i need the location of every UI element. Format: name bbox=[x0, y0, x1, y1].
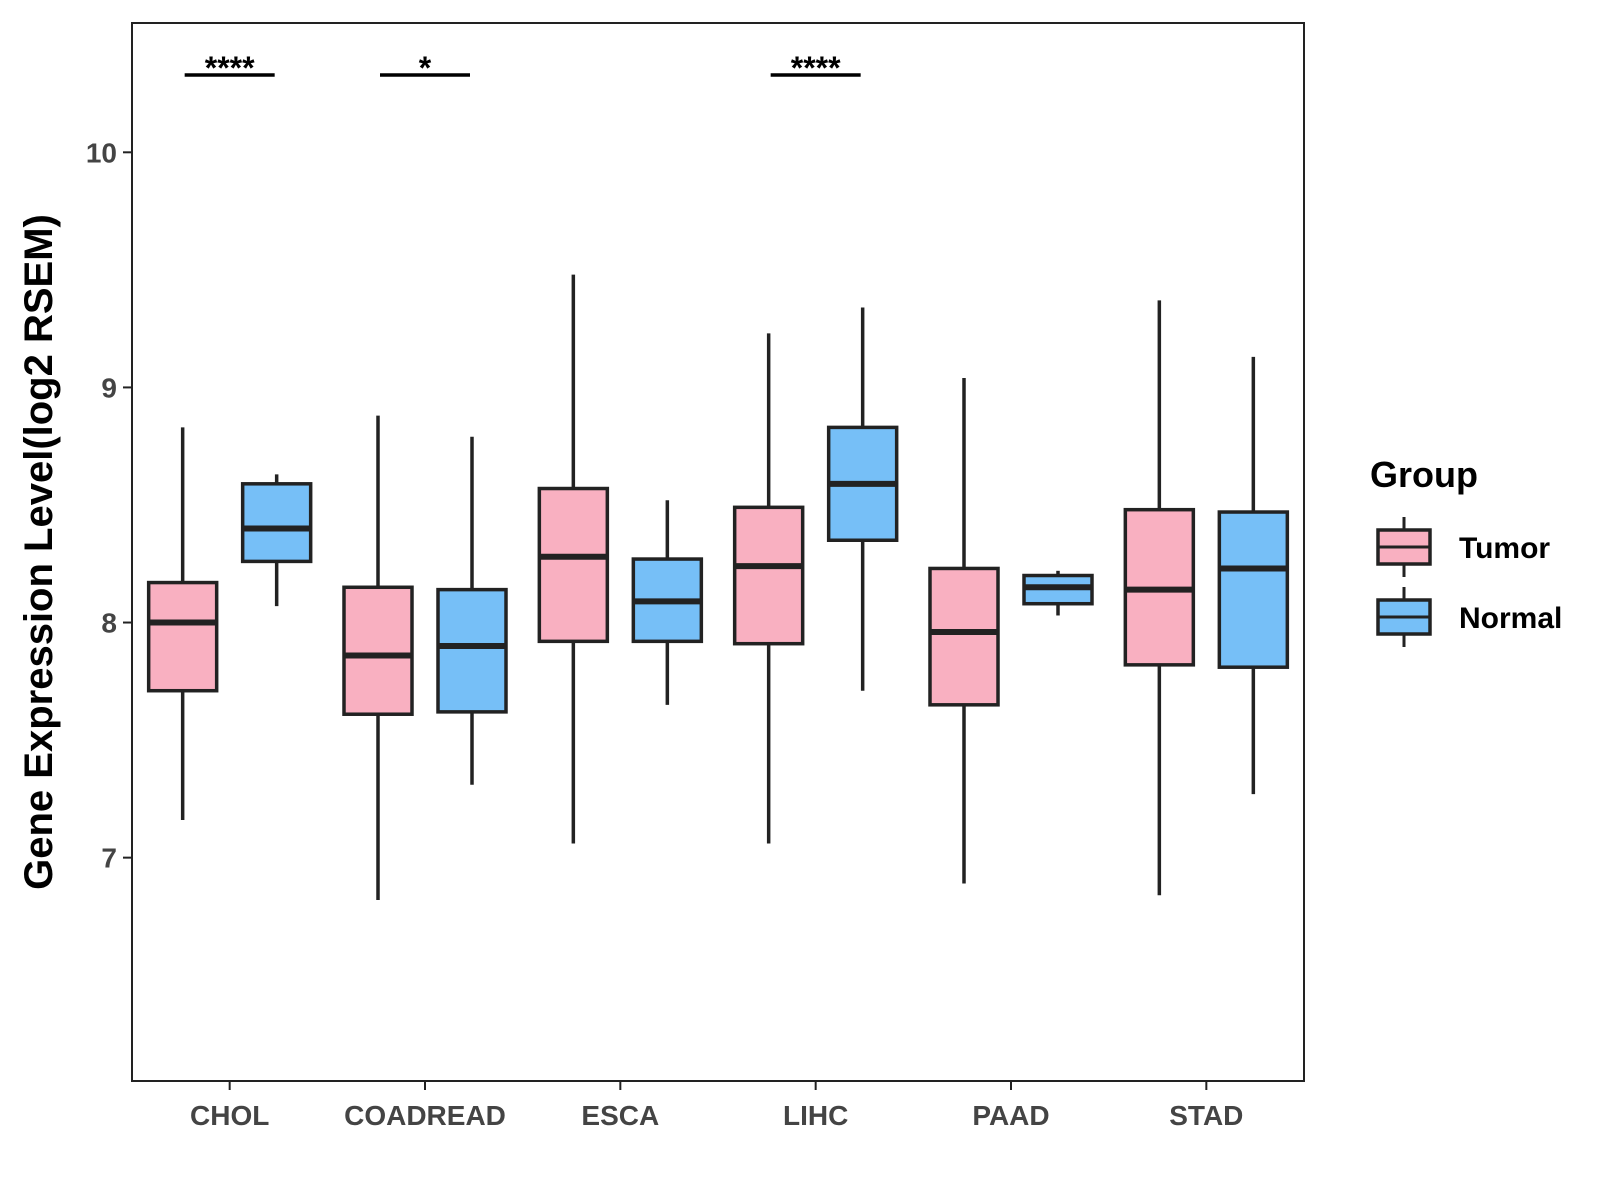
legend-label: Tumor bbox=[1459, 532, 1550, 565]
x-tick-label: STAD bbox=[1169, 1100, 1243, 1131]
y-tick-label: 10 bbox=[86, 137, 117, 168]
significance-label: * bbox=[419, 50, 432, 86]
significance-label: **** bbox=[791, 50, 841, 86]
box-body bbox=[928, 566, 1000, 707]
box-normal-chol bbox=[240, 474, 313, 607]
panel-border bbox=[131, 22, 1305, 1082]
box-normal-stad bbox=[1217, 356, 1290, 795]
axes: 7 8 9 10 CHOL COADREAD ESCA LIHC PAAD STAD bbox=[86, 137, 1244, 1131]
box-body bbox=[436, 587, 508, 714]
legend: Group Tumor Normal bbox=[1370, 454, 1562, 647]
box-body bbox=[240, 482, 313, 564]
box-normal-coadread bbox=[436, 436, 508, 785]
plot-area: **** * **** bbox=[146, 50, 1290, 900]
y-tick-label: 9 bbox=[101, 372, 117, 403]
y-tick-label: 7 bbox=[101, 843, 117, 874]
x-tick-label: CHOL bbox=[190, 1100, 269, 1131]
significance-chol: **** bbox=[184, 50, 275, 86]
significance-coadread: * bbox=[380, 50, 470, 86]
box-body bbox=[537, 486, 610, 644]
box-body bbox=[1217, 510, 1290, 669]
box-normal-esca bbox=[631, 500, 704, 705]
significance-lihc: **** bbox=[770, 50, 861, 86]
y-axis-title: Gene Expression Level(log2 RSEM) bbox=[17, 214, 61, 890]
box-tumor-esca bbox=[537, 274, 610, 844]
box-body bbox=[732, 505, 805, 646]
legend-title: Group bbox=[1370, 454, 1478, 495]
box-tumor-coadread bbox=[342, 415, 414, 900]
significance-label: **** bbox=[205, 50, 255, 86]
box-tumor-paad bbox=[928, 378, 1000, 884]
y-tick-label: 8 bbox=[101, 608, 117, 639]
box-body bbox=[342, 585, 414, 716]
box-tumor-chol bbox=[146, 427, 219, 821]
box-tumor-stad bbox=[1123, 300, 1196, 896]
x-tick-label: LIHC bbox=[783, 1100, 848, 1131]
legend-label: Normal bbox=[1459, 602, 1562, 635]
box-tumor-lihc bbox=[732, 333, 805, 844]
box-normal-paad bbox=[1022, 570, 1094, 616]
box-normal-lihc bbox=[826, 307, 899, 691]
legend-item-normal: Normal bbox=[1376, 587, 1562, 647]
legend-item-tumor: Tumor bbox=[1376, 517, 1550, 577]
x-tick-label: ESCA bbox=[581, 1100, 659, 1131]
x-tick-label: PAAD bbox=[972, 1100, 1049, 1131]
x-tick-label: COADREAD bbox=[344, 1100, 506, 1131]
box-body bbox=[146, 580, 219, 693]
